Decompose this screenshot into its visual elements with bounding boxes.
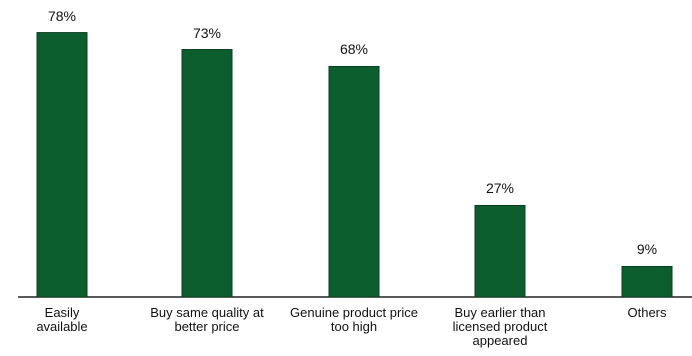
bar (181, 49, 233, 298)
x-tick-label: Easily available (36, 305, 88, 334)
bar (36, 32, 88, 298)
x-tick-label: Genuine product price too high (290, 305, 418, 334)
value-label: 78% (47, 7, 77, 24)
bar (621, 265, 673, 298)
value-label: 73% (192, 24, 222, 41)
value-label: 68% (339, 41, 369, 58)
bar (474, 204, 526, 298)
value-label: 27% (485, 180, 515, 197)
x-tick-label: Others (627, 305, 667, 320)
bar (328, 65, 380, 298)
x-tick-label: Buy same quality at better price (150, 305, 264, 334)
x-tick-label: Buy earlier than licensed product appear… (452, 305, 548, 348)
value-label: 9% (636, 241, 658, 258)
